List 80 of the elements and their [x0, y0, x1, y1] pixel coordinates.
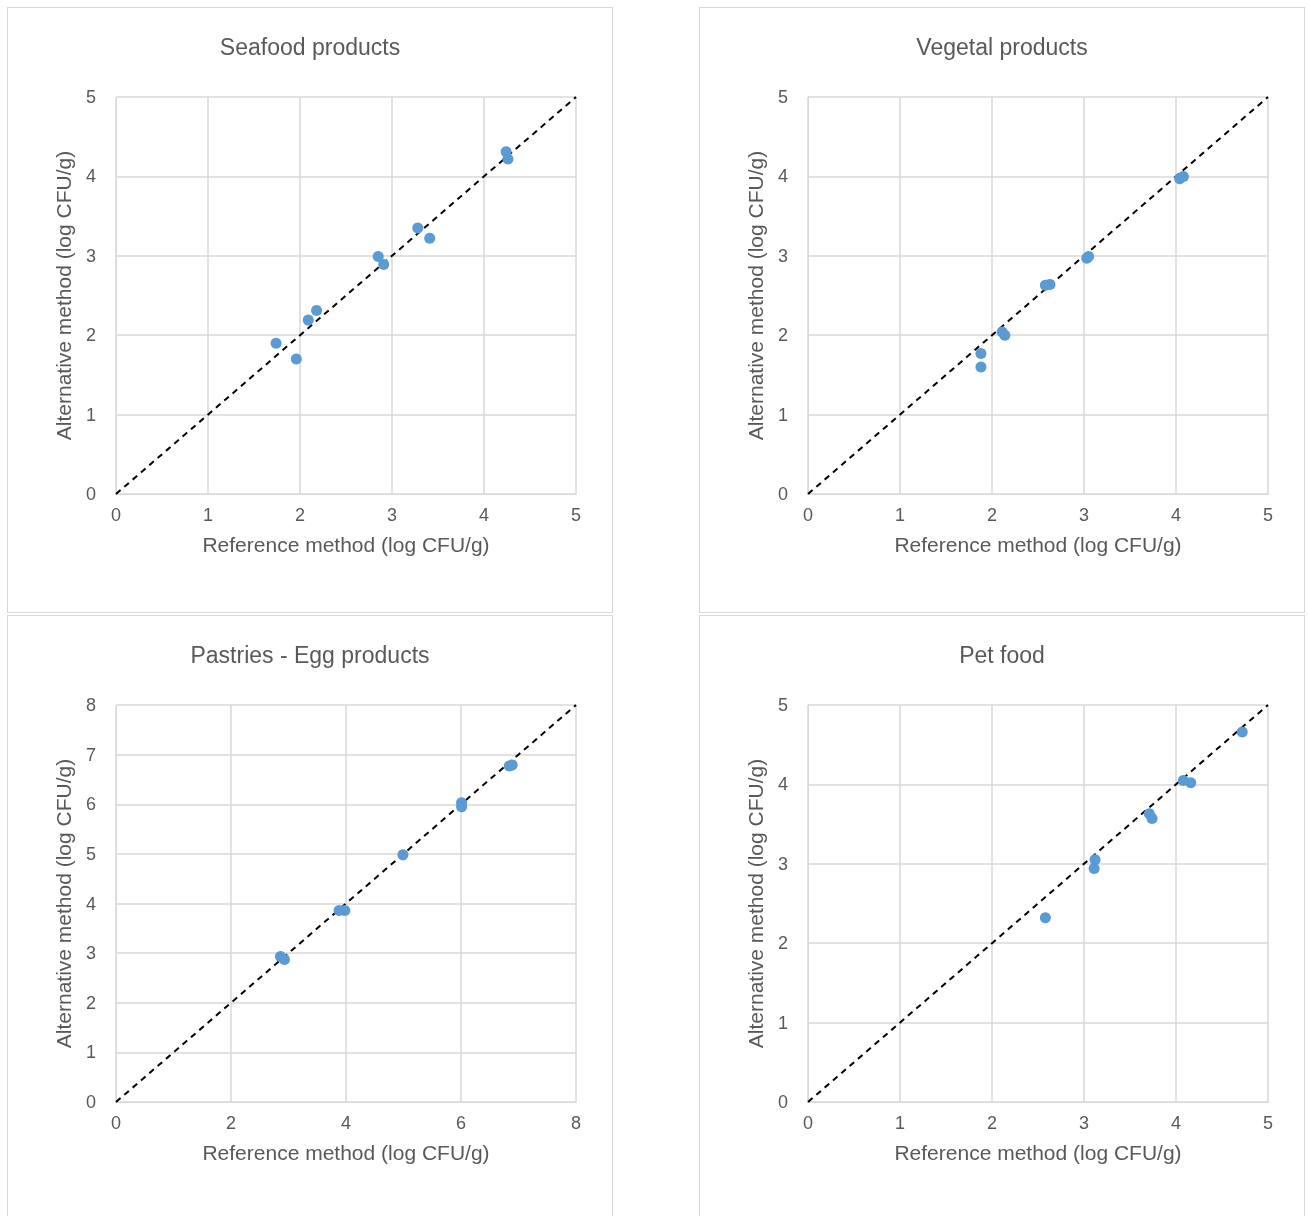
point	[397, 849, 409, 861]
x-tick-label: 0	[802, 505, 814, 525]
x-tick-label: 5	[570, 505, 582, 525]
y-tick-label: 3	[85, 245, 96, 266]
point	[1039, 912, 1051, 924]
point	[502, 153, 514, 165]
x-tick-label: 0	[110, 505, 122, 525]
x-tick-label: 1	[894, 505, 906, 525]
x-axis-title: Reference method (log CFU/g)	[894, 1141, 1182, 1164]
point	[278, 954, 290, 966]
point	[1146, 813, 1158, 825]
y-tick-label: 5	[777, 695, 788, 715]
x-tick-label: 3	[386, 505, 398, 525]
y-tick-label: 5	[85, 843, 96, 864]
x-axis-title: Reference method (log CFU/g)	[894, 533, 1182, 556]
y-tick-label: 3	[85, 943, 96, 964]
y-tick-label: 4	[85, 893, 96, 914]
x-tick-label: 4	[1170, 505, 1182, 525]
chart-title: Vegetal products	[916, 33, 1088, 60]
x-tick-label: 6	[455, 1113, 467, 1133]
point	[975, 361, 987, 373]
point	[290, 353, 302, 365]
y-axis-title: Alternative method (log CFU/g)	[52, 150, 75, 441]
chart-title: Pastries - Egg products	[190, 641, 430, 668]
y-tick-label: 2	[85, 992, 96, 1013]
y-axis-title: Alternative method (log CFU/g)	[744, 758, 767, 1049]
x-tick-label: 0	[802, 1113, 814, 1133]
x-tick-label: 4	[478, 505, 490, 525]
x-tick-label: 3	[1078, 1113, 1090, 1133]
y-tick-label: 4	[85, 166, 96, 187]
x-tick-label: 5	[1262, 1113, 1274, 1133]
x-tick-label: 5	[1262, 505, 1274, 525]
y-tick-label: 1	[85, 404, 96, 425]
y-axis-title: Alternative method (log CFU/g)	[744, 150, 767, 441]
y-tick-label: 0	[85, 1092, 96, 1112]
y-tick-label: 2	[777, 933, 788, 954]
point	[1236, 726, 1248, 738]
x-tick-label: 4	[340, 1113, 352, 1133]
point	[372, 251, 384, 263]
y-tick-label: 4	[777, 774, 788, 795]
chart-title: Pet food	[959, 641, 1045, 668]
y-tick-label: 6	[85, 794, 96, 815]
y-tick-label: 2	[777, 325, 788, 346]
x-tick-label: 4	[1170, 1113, 1182, 1133]
y-tick-label: 0	[777, 484, 788, 504]
point	[424, 232, 436, 244]
y-tick-label: 7	[85, 744, 96, 765]
y-tick-label: 4	[777, 166, 788, 187]
point	[975, 347, 987, 359]
y-tick-label: 5	[85, 87, 96, 107]
x-tick-label: 3	[1078, 505, 1090, 525]
x-tick-label: 0	[110, 1113, 122, 1133]
x-tick-label: 2	[294, 505, 306, 525]
x-tick-label: 2	[225, 1113, 237, 1133]
point	[1185, 777, 1197, 789]
x-tick-label: 2	[986, 505, 998, 525]
point	[378, 259, 390, 271]
y-tick-label: 0	[777, 1092, 788, 1112]
point	[1089, 854, 1101, 866]
x-tick-label: 1	[894, 1113, 906, 1133]
x-tick-label: 2	[986, 1113, 998, 1133]
y-tick-label: 1	[777, 404, 788, 425]
x-tick-label: 1	[202, 505, 214, 525]
y-tick-label: 5	[777, 87, 788, 107]
y-tick-label: 3	[777, 853, 788, 874]
y-tick-label: 3	[777, 245, 788, 266]
point	[412, 222, 424, 234]
y-tick-label: 8	[85, 695, 96, 715]
point	[270, 337, 282, 349]
y-tick-label: 1	[777, 1012, 788, 1033]
point	[302, 314, 314, 326]
point	[311, 305, 323, 317]
y-tick-label: 0	[85, 484, 96, 504]
y-tick-label: 2	[85, 325, 96, 346]
chart-title: Seafood products	[219, 33, 401, 60]
x-axis-title: Reference method (log CFU/g)	[202, 533, 490, 556]
y-tick-label: 1	[85, 1042, 96, 1063]
x-axis-title: Reference method (log CFU/g)	[202, 1141, 490, 1164]
x-tick-label: 8	[570, 1113, 582, 1133]
y-axis-title: Alternative method (log CFU/g)	[52, 758, 75, 1049]
